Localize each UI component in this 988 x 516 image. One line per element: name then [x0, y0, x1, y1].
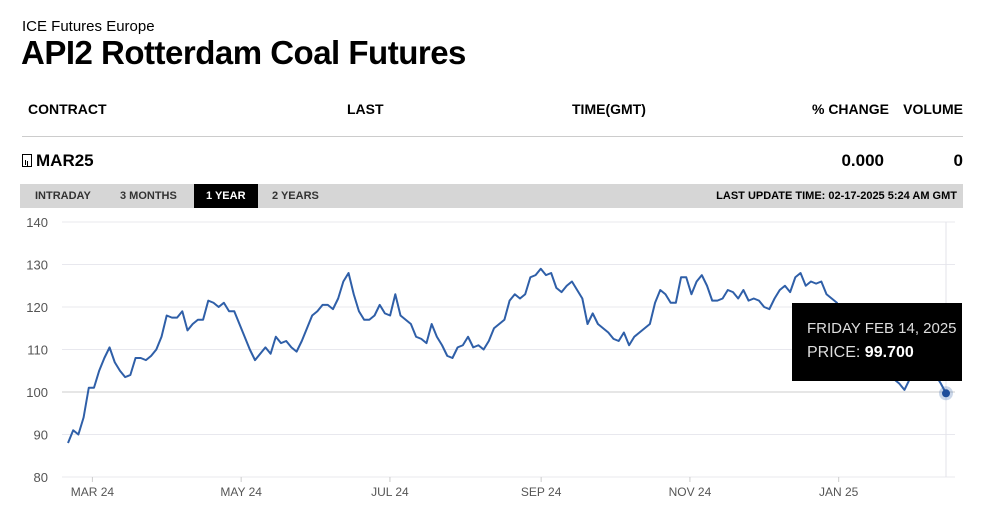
tab-3-months[interactable]: 3 MONTHS — [120, 190, 177, 202]
range-tab-bar: INTRADAY 3 MONTHS 1 YEAR 2 YEARS LAST UP… — [20, 184, 963, 208]
y-tick-label: 140 — [26, 215, 48, 230]
volume-value: 0 — [953, 151, 963, 170]
contract-name[interactable]: MAR25 — [36, 151, 94, 170]
price-tooltip: FRIDAY FEB 14, 2025 PRICE: 99.700 — [792, 303, 962, 381]
tab-2-years[interactable]: 2 YEARS — [272, 190, 319, 202]
tooltip-price: 99.700 — [864, 344, 914, 361]
x-tick-label: SEP 24 — [521, 485, 562, 499]
column-header-change: % CHANGE — [811, 101, 889, 117]
column-header-volume: VOLUME — [903, 101, 963, 117]
contract-cell[interactable]: MAR25 — [22, 151, 94, 171]
y-tick-label: 120 — [26, 300, 48, 315]
chart-document-icon — [22, 154, 32, 167]
y-tick-label: 130 — [26, 258, 48, 273]
tooltip-date: FRIDAY FEB 14, 2025 — [807, 320, 957, 337]
y-tick-label: 90 — [34, 428, 48, 443]
x-tick-label: MAR 24 — [71, 485, 115, 499]
hover-point — [942, 389, 950, 398]
x-tick-label: JAN 25 — [819, 485, 859, 499]
page-title: API2 Rotterdam Coal Futures — [21, 34, 466, 71]
y-tick-label: 80 — [34, 470, 48, 485]
column-header-contract: CONTRACT — [28, 101, 107, 117]
tooltip-price-label: PRICE: — [807, 344, 861, 361]
price-series-line — [67, 267, 947, 444]
y-tick-label: 110 — [27, 343, 48, 358]
tab-intraday[interactable]: INTRADAY — [35, 190, 91, 202]
column-header-time: TIME(GMT) — [572, 101, 646, 117]
x-tick-label: JUL 24 — [371, 485, 409, 499]
header-divider — [22, 136, 963, 137]
x-tick-label: MAY 24 — [220, 485, 262, 499]
x-tick-label: NOV 24 — [669, 485, 712, 499]
y-tick-label: 100 — [26, 385, 48, 400]
change-value: 0.000 — [841, 151, 884, 170]
column-header-last: LAST — [347, 101, 384, 117]
tab-1-year[interactable]: 1 YEAR — [194, 184, 258, 208]
last-update-time: LAST UPDATE TIME: 02-17-2025 5:24 AM GMT — [716, 190, 957, 202]
exchange-name: ICE Futures Europe — [22, 18, 155, 35]
